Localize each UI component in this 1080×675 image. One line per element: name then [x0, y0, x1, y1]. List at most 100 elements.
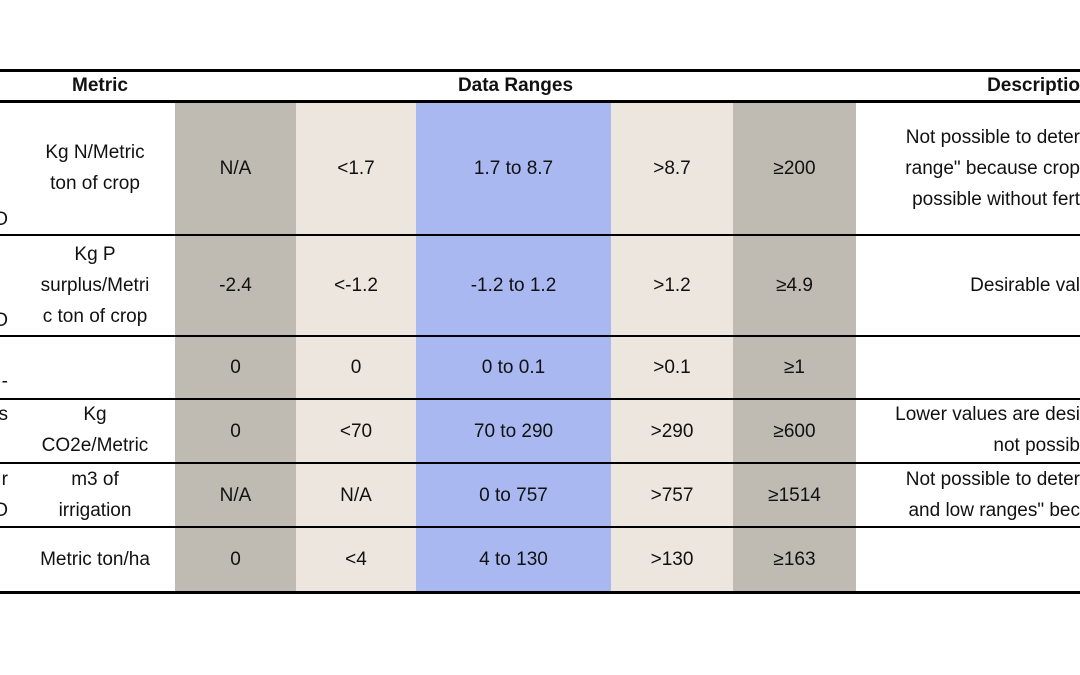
range-cell: >757: [611, 463, 733, 527]
cell-text: Lower values are desi: [895, 404, 1080, 425]
cell-text: O: [0, 310, 8, 331]
range-cell: ≥163: [733, 527, 856, 592]
cell-text: -1.2 to 1.2: [470, 275, 557, 296]
cell-text: Not possible to deter: [905, 126, 1080, 148]
range-cell: 1.7 to 8.7: [416, 101, 611, 235]
row-border: [0, 526, 1080, 528]
cell-text: >290: [650, 420, 694, 442]
description-cell: Lower values are desi not possib: [856, 399, 1080, 463]
cell-text: r: [1, 469, 8, 490]
cell-text: 0: [230, 549, 241, 570]
metric-cell: Kg N/Metric ton of crop: [15, 101, 175, 235]
range-cell: N/A: [175, 101, 296, 235]
cell-text: >8.7: [653, 157, 691, 179]
row-border: [0, 462, 1080, 464]
cell-text: N/A: [219, 157, 252, 179]
range-cell: >130: [611, 527, 733, 592]
cell-text: n -: [0, 371, 8, 392]
description-cell: Not possible to deter and low ranges" bec: [856, 463, 1080, 527]
header-cell: Descriptio: [856, 70, 1080, 101]
description-cell: Not possible to deter range" because crop…: [856, 101, 1080, 235]
cell-text: 0: [350, 357, 362, 378]
cell-text: N/A: [340, 484, 372, 506]
metric-cell: Kg P surplus/Metri c ton of crop: [15, 235, 175, 336]
left-cell: n -: [0, 336, 8, 399]
cell-text: 1.7 to 8.7: [473, 157, 554, 179]
metric-cell: Kg CO2e/Metric: [15, 399, 175, 463]
row-border: [0, 398, 1080, 400]
cell-text: N/A: [219, 484, 252, 506]
range-cell: 70 to 290: [416, 399, 611, 463]
header-text: Descriptio: [987, 75, 1080, 96]
cell-text: possible without fert: [912, 188, 1080, 210]
range-cell: 4 to 130: [416, 527, 611, 592]
range-cell: <70: [296, 399, 416, 463]
row-border: [0, 99, 1080, 103]
range-cell: ≥200: [733, 101, 856, 235]
cell-text: ≥1: [784, 357, 805, 378]
range-cell: N/A: [296, 463, 416, 527]
cell-text: >130: [650, 549, 694, 570]
range-cell: N/A: [175, 463, 296, 527]
cell-text: ≥600: [773, 420, 816, 442]
range-cell: 0 to 757: [416, 463, 611, 527]
cell-text: 0: [230, 420, 241, 442]
cell-text: Kg N/Metric: [45, 142, 145, 163]
metric-cell: [15, 336, 175, 399]
cell-text: range" because crop: [905, 157, 1080, 179]
cell-text: -2.4: [219, 275, 252, 296]
range-cell: >8.7: [611, 101, 733, 235]
range-cell: >1.2: [611, 235, 733, 336]
cell-text: 0 to 757: [479, 484, 548, 506]
range-cell: 0: [296, 336, 416, 399]
header-cell: Data Ranges: [175, 70, 856, 101]
range-cell: 0: [175, 399, 296, 463]
header-text: Data Ranges: [457, 75, 574, 96]
description-cell: [856, 527, 1080, 592]
range-cell: ≥4.9: [733, 235, 856, 336]
cell-text: Metric ton/ha: [40, 549, 150, 570]
header-text: Metric: [72, 75, 128, 96]
cell-text: c ton of crop: [42, 306, 148, 327]
left-cell: O: [0, 235, 8, 336]
cell-text: and low ranges" bec: [908, 500, 1080, 521]
cell-text: O: [0, 500, 8, 521]
description-cell: [856, 336, 1080, 399]
range-cell: >290: [611, 399, 733, 463]
cell-text: <1.7: [337, 157, 375, 179]
range-cell: ≥1: [733, 336, 856, 399]
cell-text: irrigation: [58, 500, 132, 521]
cell-text: ton of crop: [50, 173, 140, 194]
description-cell: Desirable val: [856, 235, 1080, 336]
cell-text: not possib: [993, 435, 1080, 456]
range-cell: <-1.2: [296, 235, 416, 336]
cell-text: CO2e/Metric: [41, 435, 149, 456]
cell-text: 70 to 290: [473, 420, 554, 442]
cell-text: Kg P: [74, 244, 116, 265]
cell-text: >0.1: [653, 357, 691, 378]
range-cell: 0 to 0.1: [416, 336, 611, 399]
cell-text: surplus/Metri: [40, 275, 150, 296]
cell-text: <70: [339, 420, 373, 442]
left-cell: [0, 527, 8, 592]
cell-text: m3 of: [71, 469, 119, 490]
cell-text: s: [0, 404, 8, 425]
row-border: [0, 590, 1080, 594]
cell-text: >1.2: [653, 275, 691, 296]
cell-text: Desirable val: [970, 275, 1080, 296]
range-cell: <1.7: [296, 101, 416, 235]
row-border: [0, 234, 1080, 236]
cell-text: 0 to 0.1: [481, 357, 546, 378]
left-cell: O: [0, 101, 8, 235]
range-cell: 0: [175, 336, 296, 399]
row-border: [0, 68, 1080, 72]
row-border: [0, 335, 1080, 337]
cell-text: 4 to 130: [479, 549, 548, 570]
cell-text: Kg: [83, 404, 107, 425]
cell-text: 0: [230, 357, 241, 378]
header-cell: Metric: [15, 70, 185, 101]
cell-text: O: [0, 209, 8, 230]
range-cell: <4: [296, 527, 416, 592]
